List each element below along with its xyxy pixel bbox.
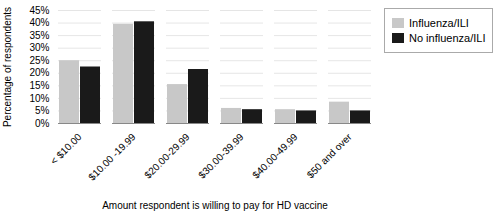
svg-text:$10.00 -19.99: $10.00 -19.99: [86, 131, 138, 183]
svg-text:$50 and over: $50 and over: [305, 131, 355, 181]
svg-text:20%: 20%: [29, 67, 49, 78]
html-text:No influenza/ILI: No influenza/ILI: [409, 32, 486, 44]
svg-text:$40.00-49.99: $40.00-49.99: [250, 131, 300, 181]
svg-text:$20.00-29.99: $20.00-29.99: [142, 131, 192, 181]
svg-text:$30.00-39.99: $30.00-39.99: [196, 131, 246, 181]
svg-text:25%: 25%: [29, 55, 49, 66]
svg-text:Amount respondent is willing t: Amount respondent is willing to pay for …: [102, 200, 328, 211]
svg-text:5%: 5%: [35, 105, 50, 116]
svg-text:Percentage of respondents: Percentage of respondents: [2, 7, 13, 127]
svg-text:0%: 0%: [35, 118, 50, 129]
svg-text:15%: 15%: [29, 80, 49, 91]
svg-text:40%: 40%: [29, 17, 49, 28]
svg-text:45%: 45%: [29, 5, 49, 16]
svg-text:10%: 10%: [29, 93, 49, 104]
html-text:Influenza/ILI: Influenza/ILI: [409, 17, 469, 29]
svg-text:< $10.00: < $10.00: [48, 131, 84, 167]
svg-text:30%: 30%: [29, 42, 49, 53]
svg-text:35%: 35%: [29, 30, 49, 41]
